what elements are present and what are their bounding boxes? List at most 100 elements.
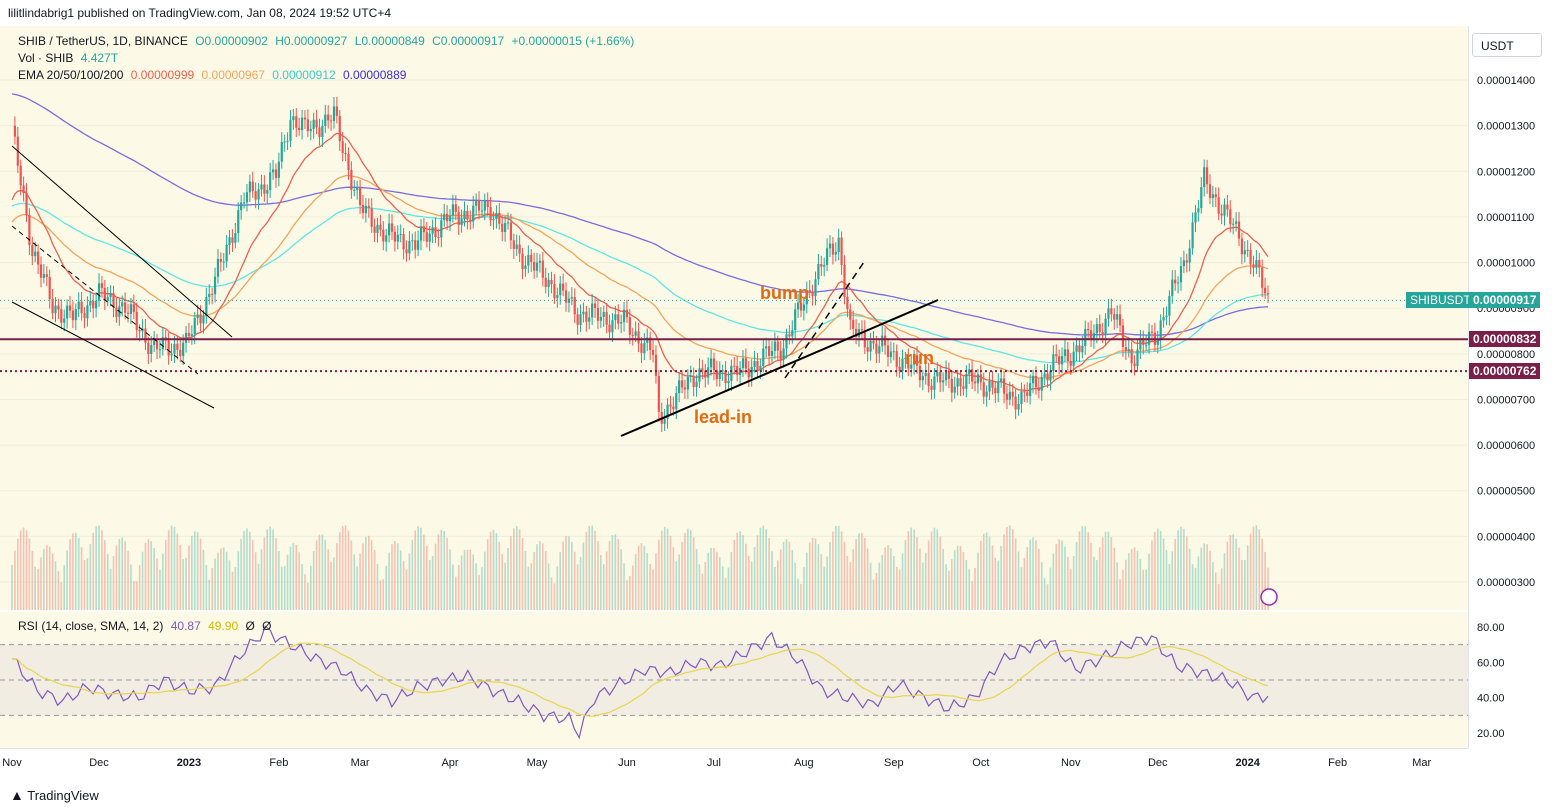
rsi-pane[interactable] bbox=[0, 612, 1468, 748]
volume-bar bbox=[278, 551, 280, 610]
candle-body bbox=[213, 276, 217, 295]
volume-bar bbox=[864, 538, 866, 610]
volume-bar bbox=[724, 577, 727, 610]
alert-icon bbox=[1260, 588, 1278, 606]
volume-bar bbox=[939, 536, 942, 610]
candle-body bbox=[460, 218, 463, 225]
volume-bar bbox=[1226, 541, 1229, 610]
candle-body bbox=[344, 153, 347, 155]
price-chart-svg[interactable] bbox=[0, 26, 1468, 610]
volume-bar bbox=[968, 569, 971, 610]
candle-body bbox=[254, 191, 257, 200]
volume-bar bbox=[803, 566, 805, 610]
tradingview-logo[interactable]: ▲ TradingView bbox=[10, 787, 99, 803]
candle-body bbox=[721, 370, 724, 372]
volume-bar bbox=[733, 539, 736, 610]
candle-body bbox=[393, 231, 396, 242]
candle-body bbox=[1261, 267, 1264, 288]
volume-bar bbox=[875, 572, 878, 610]
volume-bar bbox=[191, 536, 193, 610]
volume-bar bbox=[559, 551, 562, 610]
volume-bar bbox=[63, 565, 66, 610]
legend-rsi-z2: Ø bbox=[262, 619, 272, 633]
candle-body bbox=[1026, 392, 1029, 396]
volume-bar bbox=[779, 549, 782, 610]
volume-bar bbox=[286, 554, 289, 610]
volume-bar bbox=[600, 555, 602, 610]
candle-body bbox=[939, 372, 942, 383]
candle-body bbox=[199, 314, 202, 324]
time-tick-label: 2024 bbox=[1235, 757, 1260, 769]
volume-bar bbox=[147, 539, 150, 610]
volume-bar bbox=[266, 529, 269, 610]
volume-bar bbox=[75, 532, 77, 610]
candle-body bbox=[1069, 360, 1072, 366]
candle-body bbox=[831, 243, 834, 255]
legend-change: +0.00000015 (+1.66%) bbox=[511, 34, 635, 48]
rsi-line bbox=[11, 625, 1269, 740]
volume-bar bbox=[626, 580, 628, 610]
volume-bar bbox=[402, 561, 405, 610]
candle-body bbox=[437, 237, 440, 239]
volume-bar bbox=[1197, 556, 1200, 610]
volume-bar bbox=[739, 531, 741, 610]
volume-bar bbox=[515, 526, 518, 610]
volume-bar bbox=[408, 553, 411, 610]
volume-bar bbox=[118, 538, 121, 610]
legend-rsi-z1: Ø bbox=[245, 619, 255, 633]
legend-volume-label[interactable]: Vol · SHIB bbox=[18, 51, 74, 65]
legend-rsi-label[interactable]: RSI (14, close, SMA, 14, 2) bbox=[18, 619, 164, 633]
price-axis-svg: 0.00001400 0.00001300 0.00001200 0.00001100… bbox=[1477, 75, 1535, 740]
time-axis[interactable]: Nov Dec 2023 Feb Mar Apr May Jun Jul Aug Sep Oct Nov… bbox=[0, 748, 1468, 775]
volume-bar bbox=[745, 543, 747, 610]
volume-bar bbox=[1104, 531, 1107, 610]
volume-bar bbox=[1246, 545, 1249, 610]
volume-bar bbox=[144, 542, 147, 610]
volume-bar bbox=[159, 569, 161, 610]
legend-ema-label[interactable]: EMA 20/50/100/200 bbox=[18, 68, 124, 82]
legend-ema20: 0.00000999 bbox=[130, 68, 195, 82]
rsi-chart-svg[interactable] bbox=[0, 612, 1468, 748]
volume-bar bbox=[843, 541, 846, 610]
volume-bar bbox=[1067, 556, 1069, 610]
wedge-dashed-line bbox=[11, 225, 199, 375]
volume-bar bbox=[1055, 543, 1058, 610]
candle-body bbox=[910, 364, 913, 369]
price-pane[interactable]: bump run lead-in bbox=[0, 26, 1468, 610]
candle-body bbox=[878, 346, 881, 354]
time-tick-label: Dec bbox=[89, 757, 109, 769]
candle-body bbox=[695, 381, 698, 387]
volume-bar bbox=[417, 526, 419, 610]
volume-bar bbox=[205, 564, 208, 610]
volume-bar bbox=[11, 565, 13, 610]
legend-symbol[interactable]: SHIB / TetherUS, 1D, BINANCE bbox=[18, 34, 188, 48]
candle-body bbox=[547, 280, 550, 287]
candle-body bbox=[457, 211, 460, 225]
volume-bar bbox=[1159, 530, 1162, 610]
candle-body bbox=[205, 297, 208, 316]
price-axis[interactable]: 0.00001400 0.00001300 0.00001200 0.00001100… bbox=[1468, 26, 1557, 748]
candle-body bbox=[1072, 351, 1075, 366]
volume-bar bbox=[251, 540, 254, 610]
currency-button[interactable]: USDT bbox=[1472, 33, 1542, 57]
volume-bar bbox=[1043, 578, 1046, 610]
volume-bar bbox=[272, 529, 274, 610]
volume-bar bbox=[556, 566, 559, 610]
volume-bar bbox=[1206, 544, 1208, 610]
candle-body bbox=[530, 254, 533, 262]
volume-bar bbox=[1258, 529, 1261, 610]
volume-bar bbox=[336, 543, 338, 610]
candle-body bbox=[280, 141, 283, 162]
candle-body bbox=[1101, 332, 1104, 336]
volume-bar bbox=[510, 536, 512, 610]
candle-body bbox=[68, 305, 72, 311]
volume-bar bbox=[605, 551, 608, 610]
volume-bar bbox=[263, 537, 266, 610]
volume-bar bbox=[1139, 558, 1142, 610]
volume-bar bbox=[826, 556, 828, 610]
legend-rsi-sma: 49.90 bbox=[208, 619, 239, 633]
candle-body bbox=[762, 348, 765, 366]
volume-bar bbox=[1188, 548, 1191, 610]
candle-body bbox=[718, 370, 721, 380]
volume-bar bbox=[466, 549, 469, 610]
